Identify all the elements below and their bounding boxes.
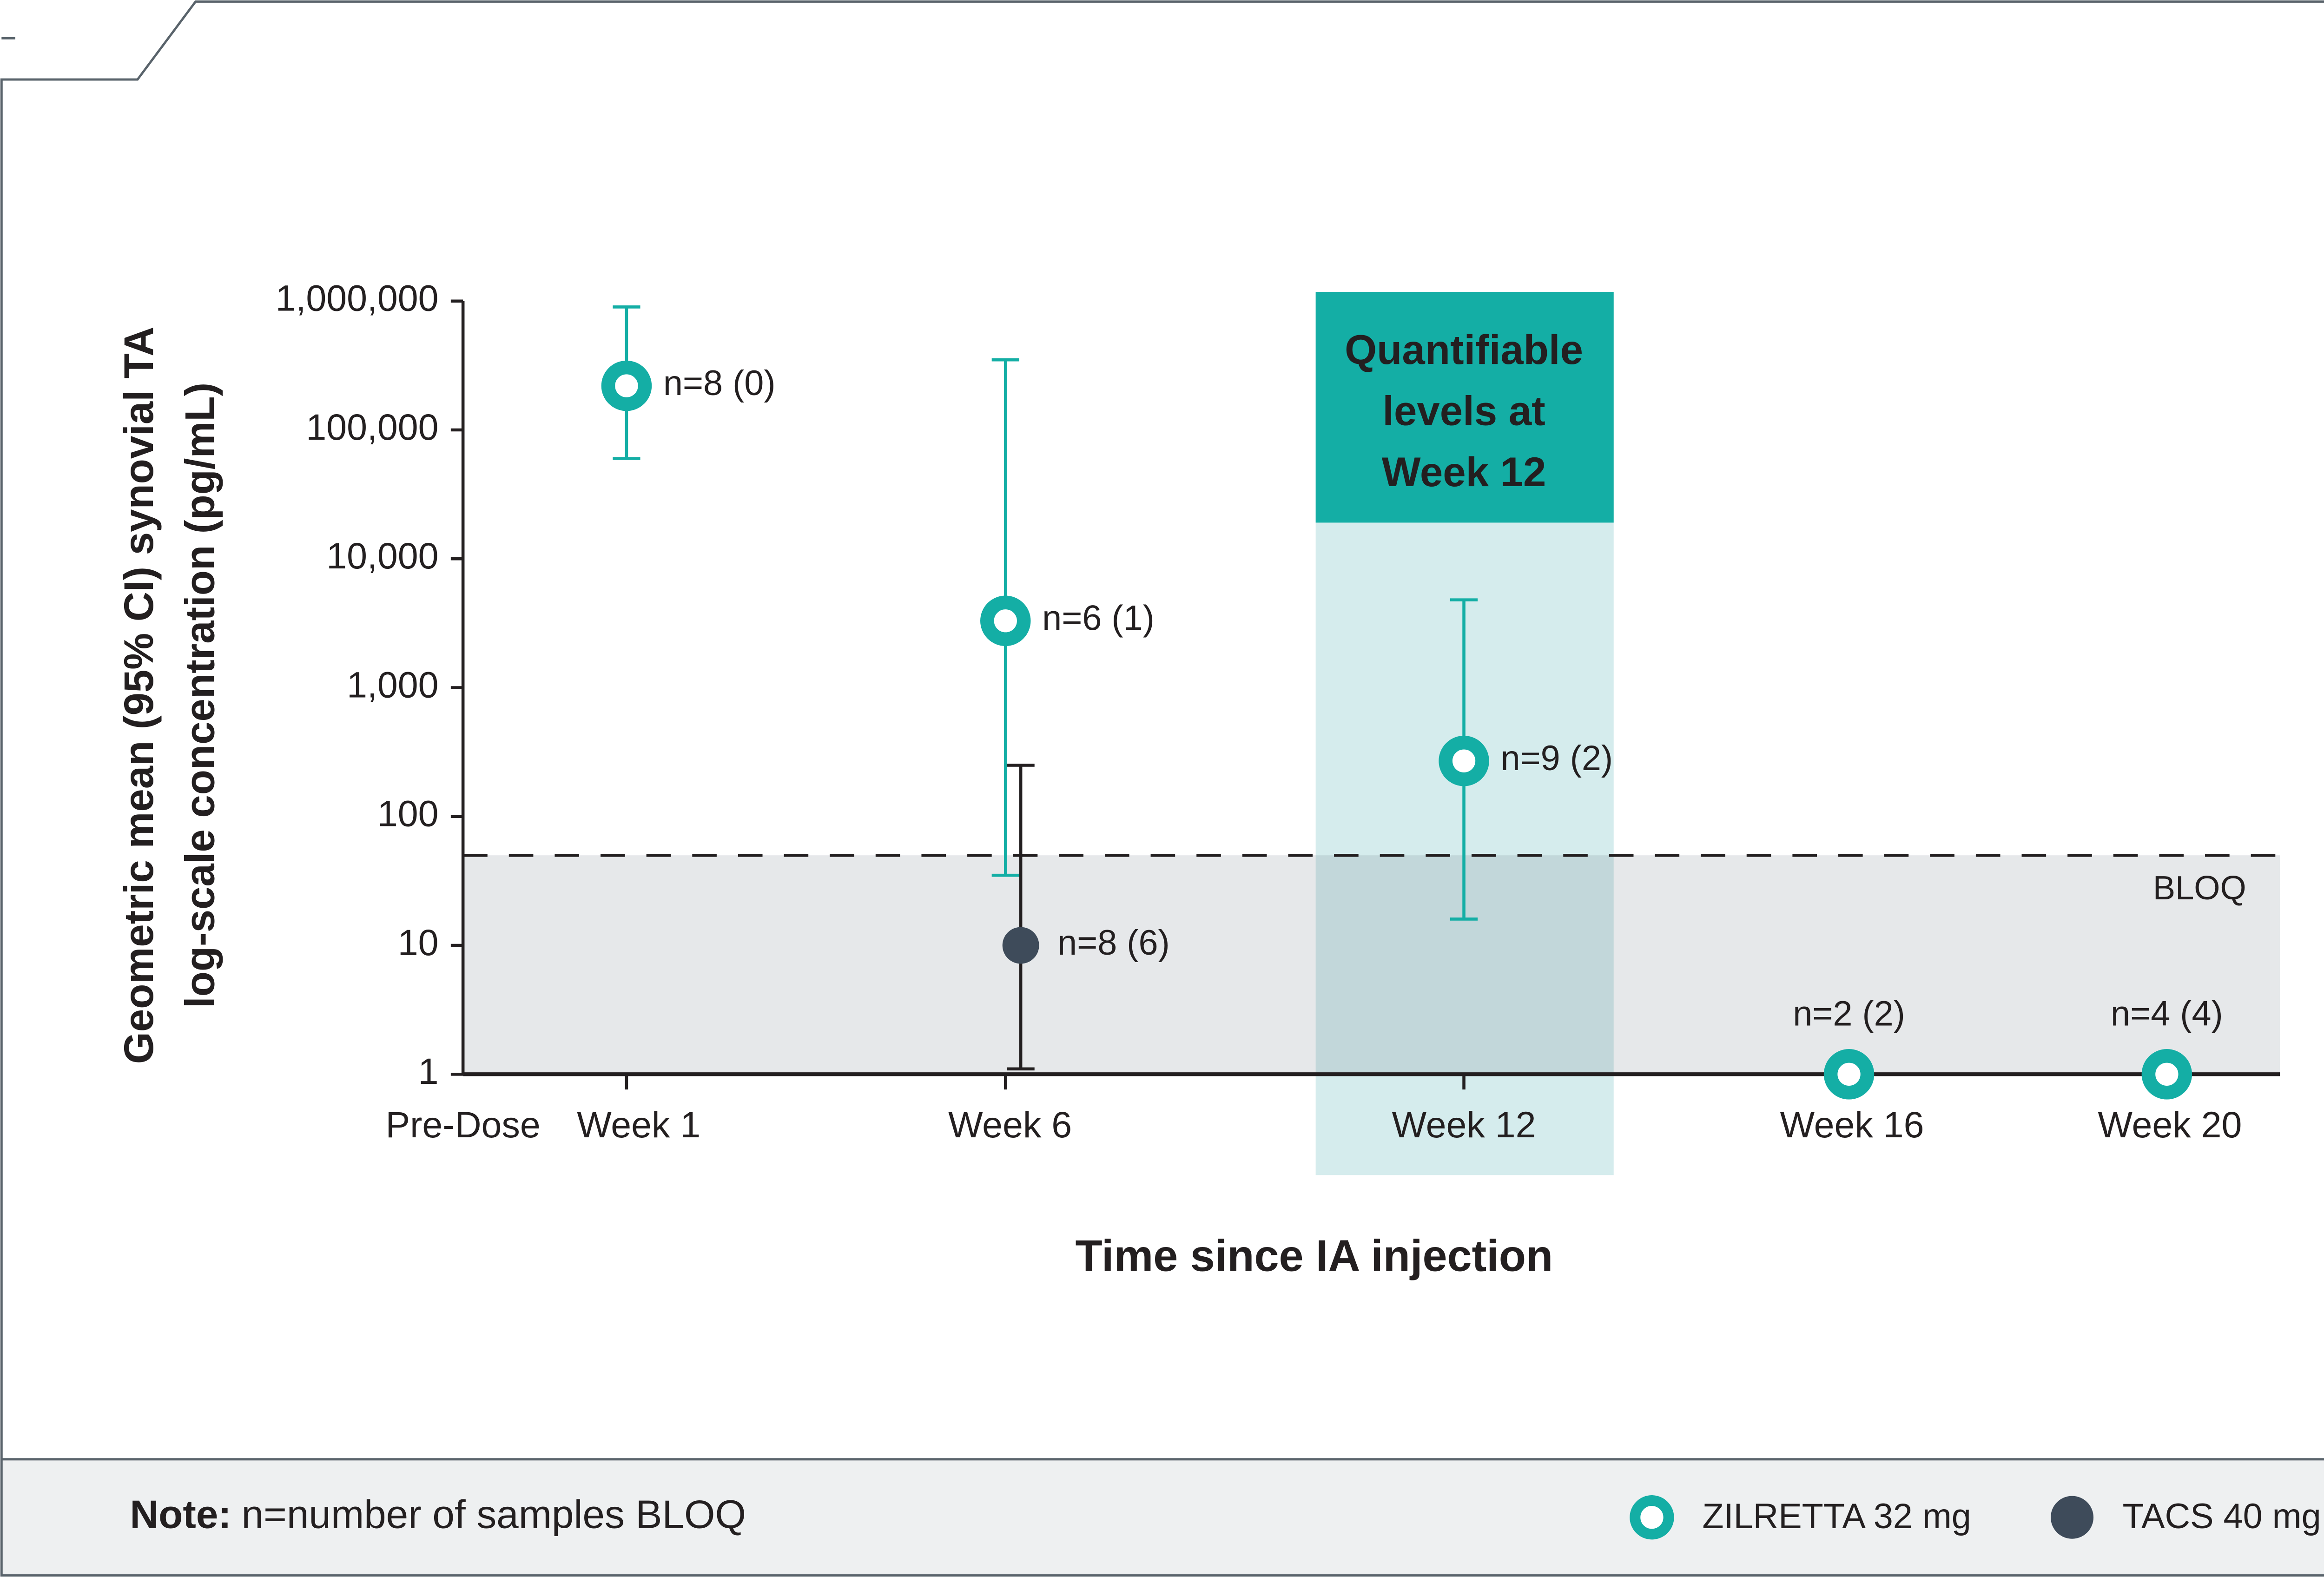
y-tick-label: 10 xyxy=(398,922,439,963)
x-tick-label: Week 1 xyxy=(577,1104,700,1145)
bloq-label: BLOQ xyxy=(2153,870,2246,907)
y-tick-label: 1,000 xyxy=(347,664,438,705)
x-tick-label: Week 16 xyxy=(1780,1104,1924,1145)
point-label: n=4 (4) xyxy=(2111,994,2223,1033)
y-tick-label: 100 xyxy=(377,793,439,834)
x-tick-label: Week 6 xyxy=(948,1104,1072,1145)
point-label: n=8 (6) xyxy=(1057,924,1170,963)
bloq-band xyxy=(463,855,2280,1075)
y-tick-label: 1 xyxy=(418,1051,439,1092)
note-text: n=number of samples BLOQ xyxy=(241,1492,746,1537)
x-tick-label: Week 20 xyxy=(2098,1104,2242,1145)
y-tick-label: 100,000 xyxy=(306,407,438,448)
highlight-text: Quantifiable xyxy=(1345,327,1583,373)
y-tick-label: 10,000 xyxy=(326,535,438,576)
point xyxy=(2141,1049,2192,1100)
note-label: Note: xyxy=(130,1492,231,1537)
point xyxy=(601,360,652,411)
y-tick-label: 1,000,000 xyxy=(276,278,439,319)
point xyxy=(980,595,1031,647)
highlight-header xyxy=(1315,292,1614,523)
y-axis-title: log-scale concentration (pg/mL) xyxy=(177,383,223,1008)
point-label: n=2 (2) xyxy=(1793,994,1905,1033)
legend-marker xyxy=(2050,1496,2094,1539)
highlight-text: Week 12 xyxy=(1382,449,1546,495)
x-tick-label: Week 12 xyxy=(1392,1104,1536,1145)
point-label: n=8 (0) xyxy=(663,364,776,403)
x-axis-title: Time since IA injection xyxy=(1076,1231,1553,1280)
plot: Quantifiable levels at Week 12 BLOQ 1 10 100 1,… xyxy=(116,278,2280,1175)
legend-label: TACS 40 mg xyxy=(2123,1497,2321,1536)
x-tick-label: Pre-Dose xyxy=(386,1104,541,1145)
footer-band xyxy=(1,1459,2324,1576)
point-label: n=9 (2) xyxy=(1500,739,1613,778)
point xyxy=(1439,735,1489,786)
legend-marker xyxy=(1630,1495,1674,1540)
error-bar xyxy=(1007,764,1035,1071)
legend-label: ZILRETTA 32 mg xyxy=(1702,1497,1971,1536)
y-axis-title: Geometric mean (95% CI) synovial TA xyxy=(116,327,162,1064)
point-label: n=6 (1) xyxy=(1042,599,1155,638)
point xyxy=(1002,927,1039,964)
highlight-text: levels at xyxy=(1382,388,1545,434)
point xyxy=(1823,1049,1875,1100)
